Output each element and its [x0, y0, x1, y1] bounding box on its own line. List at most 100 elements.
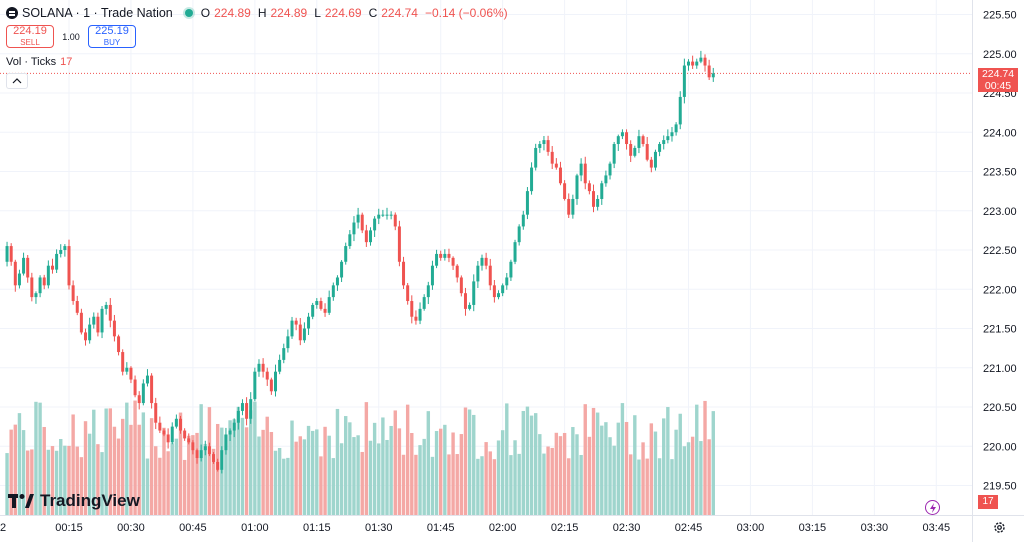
- candle-body: [154, 403, 158, 423]
- candle-body: [666, 136, 670, 141]
- volume-bar: [38, 402, 42, 515]
- y-tick-label: 224.00: [983, 127, 1017, 139]
- volume-bar: [525, 406, 530, 515]
- volume-tag: 17: [978, 495, 998, 509]
- x-tick-label: 02:45: [675, 522, 703, 534]
- volume-bar: [273, 450, 278, 515]
- gear-icon[interactable]: [993, 521, 1006, 534]
- volume-bar: [79, 457, 84, 515]
- volume-bar: [595, 412, 600, 515]
- volume-bar: [381, 417, 385, 515]
- candle-body: [575, 175, 579, 199]
- symbol-title[interactable]: SOLANA · 1 · Trade Nation: [22, 6, 173, 20]
- volume-bar: [674, 429, 678, 515]
- candle-body: [521, 214, 525, 227]
- volume-bar: [575, 434, 579, 515]
- candle-body: [84, 332, 88, 341]
- lightning-icon[interactable]: [925, 500, 940, 515]
- x-tick-label: 02:15: [551, 522, 579, 534]
- volume-bar: [558, 436, 563, 515]
- candle-body: [373, 218, 377, 231]
- trade-panel: 224.19 SELL 1.00 225.19 BUY: [6, 25, 136, 48]
- volume-bar: [397, 428, 402, 515]
- candle-body: [554, 163, 558, 168]
- candle-body: [517, 226, 521, 243]
- chevron-up-icon: [12, 78, 22, 84]
- volume-bar: [315, 429, 319, 515]
- candle-body: [22, 257, 26, 274]
- candle-body: [294, 320, 298, 325]
- candle-body: [257, 363, 261, 372]
- volume-bar: [405, 404, 410, 515]
- candle-body: [125, 367, 129, 372]
- quantity-value[interactable]: 1.00: [62, 31, 80, 42]
- candle-body: [691, 61, 695, 66]
- volume-bar: [240, 417, 245, 515]
- ohlc-change-value: −0.14 (−0.06%): [424, 6, 508, 20]
- last-price-tag: 224.74 00:45: [978, 68, 1018, 92]
- candle-body: [455, 265, 459, 278]
- volume-bar: [244, 427, 249, 515]
- candle-body: [583, 163, 587, 184]
- candle-body: [571, 198, 575, 215]
- candle-body: [34, 293, 38, 298]
- y-tick-label: 223.50: [983, 167, 1017, 179]
- volume-bar: [521, 410, 525, 515]
- candle-body: [443, 253, 447, 258]
- sell-button[interactable]: 224.19 SELL: [6, 25, 54, 48]
- candle-body: [364, 230, 368, 243]
- volume-bar: [141, 412, 146, 515]
- candle-body: [249, 399, 253, 419]
- volume-bar: [203, 443, 207, 515]
- volume-bar: [666, 407, 670, 515]
- candle-body: [695, 61, 699, 66]
- candle-body: [195, 450, 199, 459]
- volume-bar: [348, 422, 352, 515]
- volume-bar: [434, 431, 439, 515]
- candle-body: [166, 434, 170, 443]
- candle-body: [703, 57, 707, 66]
- volume-bar: [42, 426, 46, 515]
- volume-bar: [277, 447, 282, 515]
- candle-body: [592, 191, 596, 207]
- candle-body: [497, 293, 501, 298]
- candle-body: [150, 375, 154, 404]
- volume-bar: [104, 408, 108, 515]
- volume-bar: [17, 413, 22, 515]
- volume-bar: [600, 425, 604, 515]
- candle-body: [108, 304, 112, 321]
- last-price-value: 224.74: [981, 68, 1015, 80]
- y-tick-label: 220.00: [983, 441, 1017, 453]
- volume-bar: [96, 444, 100, 515]
- volume-bar: [339, 443, 344, 515]
- collapse-legend-button[interactable]: [6, 73, 28, 89]
- x-tick-label: 01:15: [303, 522, 331, 534]
- volume-bar: [653, 431, 658, 515]
- x-tick-label: 02:00: [489, 522, 517, 534]
- volume-bar: [265, 416, 269, 515]
- tradingview-logo[interactable]: TradingView: [8, 491, 140, 511]
- volume-bar: [554, 432, 559, 515]
- candle-body: [435, 253, 439, 266]
- y-tick-label: 220.50: [983, 402, 1017, 414]
- ohlc-high-key: H: [257, 6, 267, 20]
- buy-button[interactable]: 225.19 BUY: [88, 25, 136, 48]
- candle-body: [179, 418, 183, 431]
- candle-body: [5, 246, 9, 262]
- volume-bar: [344, 416, 348, 515]
- bar-countdown: 00:45: [984, 80, 1012, 92]
- candle-body: [451, 257, 455, 266]
- volume-bar: [641, 442, 645, 515]
- volume-bar: [282, 458, 286, 515]
- volume-bar: [92, 409, 96, 515]
- volume-bar: [145, 458, 150, 515]
- volume-bar: [323, 426, 327, 515]
- volume-bar: [13, 424, 18, 515]
- volume-bar: [513, 440, 517, 515]
- volume-bar: [34, 401, 38, 515]
- candle-body: [253, 371, 257, 400]
- candle-body: [203, 446, 207, 451]
- candle-body: [145, 375, 149, 384]
- volume-legend[interactable]: Vol · Ticks 17: [6, 56, 72, 68]
